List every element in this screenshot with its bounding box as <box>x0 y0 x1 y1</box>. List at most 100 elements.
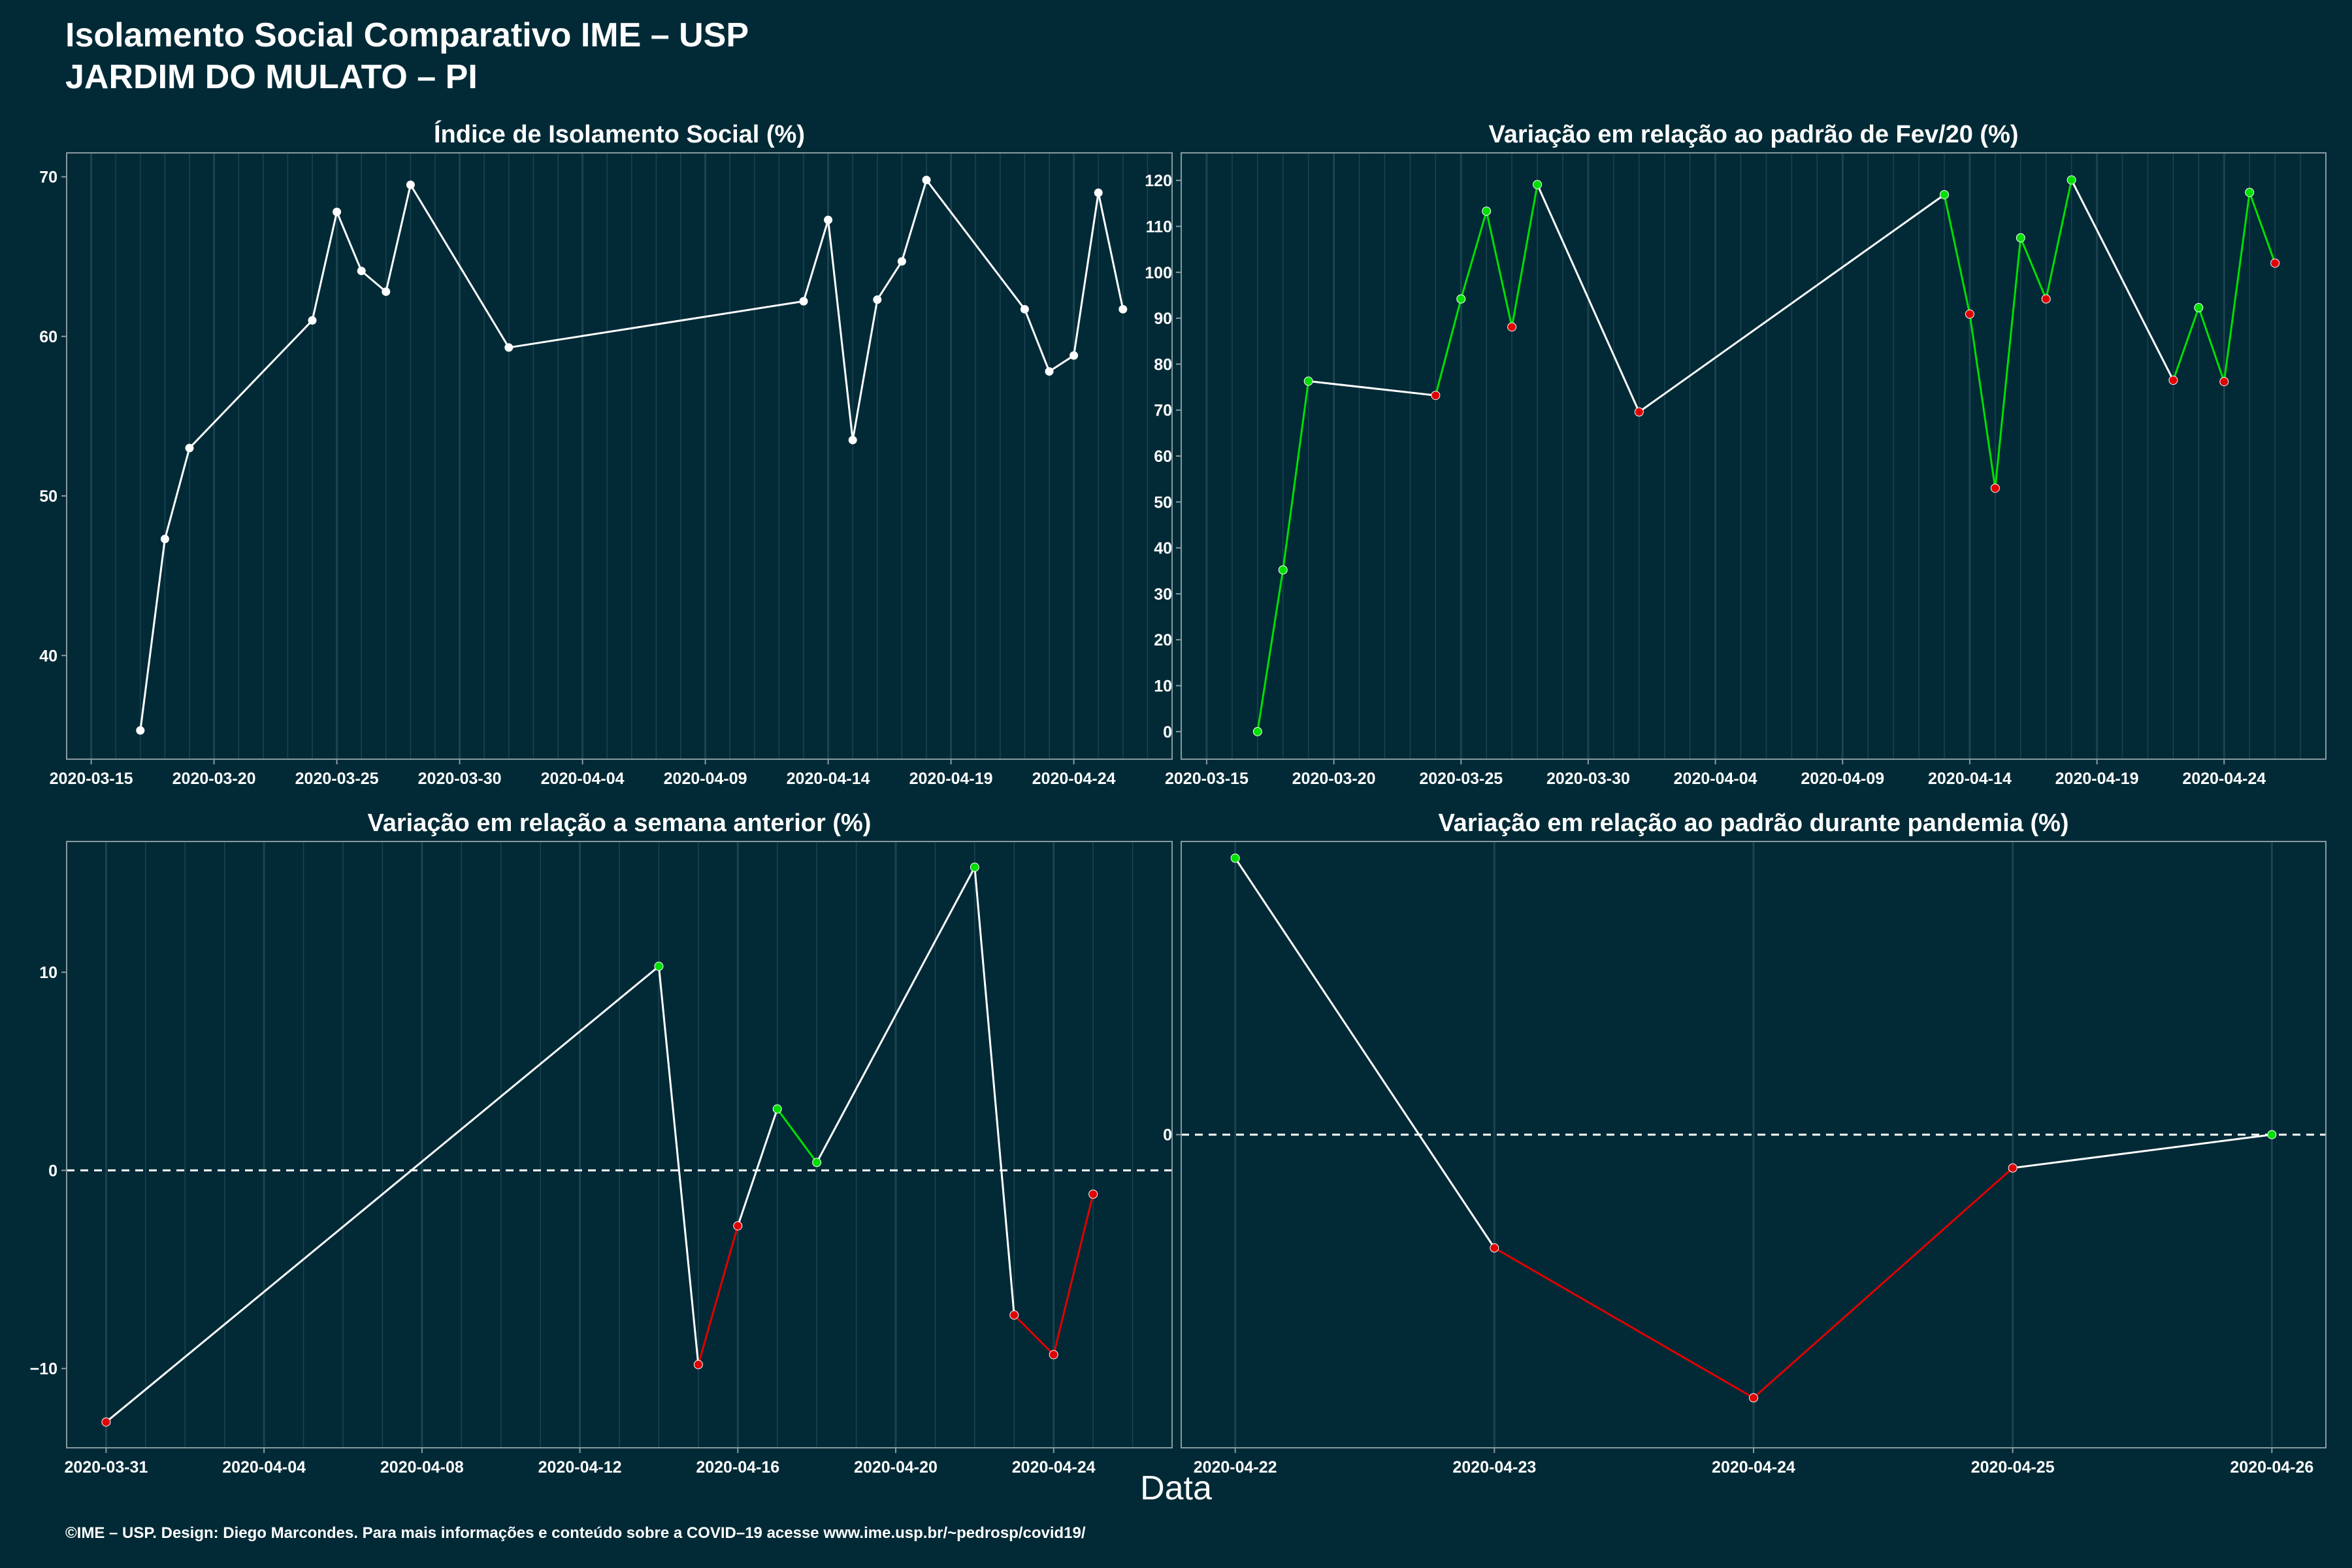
y-tick-label: 30 <box>1154 585 1172 604</box>
y-tick-label: 70 <box>39 169 57 187</box>
data-point <box>1965 309 1974 319</box>
series-line-segment <box>925 179 1026 310</box>
data-point <box>1490 1243 1499 1253</box>
chart-panel-4: Variação em relação ao padrão durante pa… <box>1163 809 2327 1477</box>
data-point <box>2219 377 2229 387</box>
series-line-segment <box>1053 1194 1094 1355</box>
x-tick-label: 2020-04-24 <box>2182 770 2266 788</box>
x-tick-label: 2020-04-08 <box>380 1458 464 1477</box>
series-line-segment <box>1638 193 1945 413</box>
series-line-segment <box>1049 354 1075 372</box>
series-line-segment <box>1994 237 2022 489</box>
x-tick-label: 2020-04-25 <box>1971 1458 2055 1477</box>
data-point <box>1533 180 1543 189</box>
y-tick-label: 40 <box>39 647 57 665</box>
series-line-segment <box>1024 308 1051 372</box>
y-tick-label: 0 <box>1163 1126 1172 1145</box>
series-line-segment <box>876 261 903 301</box>
data-point <box>1009 1310 1019 1320</box>
y-tick-label: 60 <box>39 328 57 346</box>
series-line-segment <box>105 965 660 1423</box>
data-point <box>504 343 514 352</box>
chart-title: Variação em relação ao padrão de Fev/20 … <box>1488 121 2018 148</box>
y-tick-label: 70 <box>1154 402 1172 420</box>
series-line-segment <box>163 448 191 540</box>
series-line-segment <box>827 220 854 440</box>
x-tick-label: 2020-04-22 <box>1194 1458 1277 1477</box>
data-point <box>136 726 145 735</box>
data-point <box>654 962 664 972</box>
plot-border <box>66 152 1173 760</box>
chart-panel-2: Variação em relação ao padrão de Fev/20 … <box>1145 121 2327 788</box>
series-line-segment <box>311 212 338 321</box>
data-point <box>1252 727 1262 736</box>
x-tick-label: 2020-03-15 <box>50 770 133 788</box>
data-point <box>308 316 317 325</box>
y-tick-label: 50 <box>1154 493 1172 512</box>
data-point <box>1088 1189 1098 1199</box>
data-point <box>1507 322 1517 332</box>
page-subtitle: JARDIM DO MULATO – PI <box>65 58 478 96</box>
data-point <box>101 1417 111 1427</box>
series-line-segment <box>1943 194 1971 315</box>
x-tick-label: 2020-04-04 <box>541 770 625 788</box>
data-point <box>406 180 415 189</box>
data-point <box>333 207 342 216</box>
footer-credits: ©IME – USP. Design: Diego Marcondes. Par… <box>65 1524 1086 1542</box>
x-tick-label: 2020-04-19 <box>909 770 993 788</box>
x-tick-label: 2020-04-24 <box>1032 770 1116 788</box>
plot-border <box>66 841 1173 1448</box>
data-point <box>2041 294 2051 304</box>
y-tick-label: 110 <box>1146 218 1172 236</box>
data-point <box>848 436 857 445</box>
y-tick-label: 40 <box>1154 540 1172 558</box>
y-tick-label: 10 <box>1154 678 1172 696</box>
y-tick-label: 100 <box>1145 264 1172 282</box>
page-title: Isolamento Social Comparativo IME – USP <box>65 16 749 54</box>
x-tick-label: 2020-03-25 <box>1419 770 1503 788</box>
data-point <box>1482 206 1492 216</box>
series-line-segment <box>736 1108 779 1226</box>
y-tick-label: 120 <box>1145 172 1172 190</box>
data-point <box>693 1360 703 1369</box>
data-point <box>1020 304 1029 314</box>
x-tick-label: 2020-03-30 <box>418 770 502 788</box>
series-line-segment <box>1234 857 1495 1249</box>
data-point <box>2270 258 2280 268</box>
data-point <box>2267 1130 2277 1139</box>
series-line-segment <box>1073 192 1100 356</box>
series-line-segment <box>657 966 700 1365</box>
series-line-segment <box>1511 184 1539 327</box>
y-tick-label: 20 <box>1154 631 1172 649</box>
data-point <box>1431 391 1441 400</box>
data-point <box>897 257 906 266</box>
x-tick-label: 2020-04-24 <box>1712 1458 1795 1477</box>
series-line-segment <box>1968 314 1997 489</box>
data-point <box>922 176 931 185</box>
data-point <box>160 534 169 544</box>
series-line-segment <box>776 1108 818 1164</box>
data-point <box>1990 483 2000 493</box>
series-line-segment <box>1097 192 1124 310</box>
chart-title: Variação em relação ao padrão durante pa… <box>1438 809 2068 837</box>
series-line-segment <box>1013 1314 1054 1356</box>
x-tick-label: 2020-04-14 <box>787 770 870 788</box>
x-tick-label: 2020-03-30 <box>1546 770 1630 788</box>
x-tick-label: 2020-04-20 <box>854 1458 938 1477</box>
chart-title: Variação em relação a semana anterior (%… <box>368 809 872 837</box>
series-line-segment <box>900 180 928 262</box>
series-line-segment <box>973 867 1015 1315</box>
data-point <box>1094 188 1103 197</box>
series-line-segment <box>1494 1247 1754 1399</box>
series-line-segment <box>385 184 412 292</box>
data-point <box>382 287 391 296</box>
series-line-segment <box>2070 179 2174 381</box>
data-point <box>1456 294 1466 304</box>
x-tick-label: 2020-04-09 <box>664 770 747 788</box>
x-tick-label: 2020-03-20 <box>1292 770 1376 788</box>
series-line-segment <box>1308 380 1436 397</box>
series-line-segment <box>1536 184 1641 413</box>
series-line-segment <box>2223 192 2251 382</box>
x-tick-label: 2020-04-24 <box>1012 1458 1096 1477</box>
